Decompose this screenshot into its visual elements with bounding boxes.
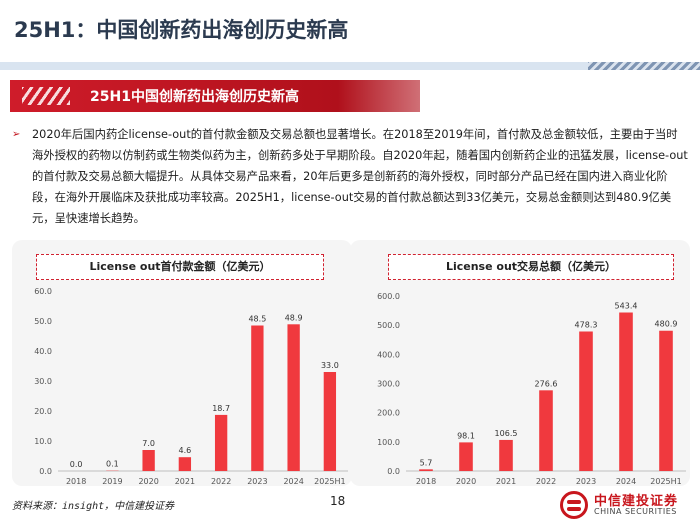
bar-value-label: 106.5 [495, 429, 518, 438]
bar-value-label: 48.5 [248, 315, 266, 324]
bar [251, 325, 264, 471]
y-tick-label: 20.0 [34, 407, 52, 416]
logo-mark-icon [560, 491, 588, 519]
x-tick-label: 2020 [456, 477, 476, 486]
page-number: 18 [330, 494, 346, 508]
source-note: 资料来源：insight，中信建投证券 [12, 501, 175, 512]
bullet-text: 2020年后国内药企license-out的首付款金额及交易总额也显著增长。在2… [32, 128, 688, 225]
bar-value-label: 18.7 [212, 404, 230, 413]
x-tick-label: 2021 [175, 477, 195, 486]
bullet-paragraph: ➢ 2020年后国内药企license-out的首付款金额及交易总额也显著增长。… [12, 124, 688, 229]
y-tick-label: 200.0 [377, 409, 400, 418]
x-tick-label: 2019 [102, 477, 122, 486]
bar [539, 390, 553, 471]
company-logo: 中信建投证券 CHINA SECURITIES [560, 490, 692, 520]
chart-title-total: License out交易总额（亿美元） [388, 254, 674, 280]
bar [579, 331, 593, 471]
bar [323, 372, 337, 471]
logo-chinese-name: 中信建投证券 [594, 494, 679, 509]
x-tick-label: 2022 [211, 477, 231, 486]
bar [659, 330, 673, 471]
bar-value-label: 33.0 [321, 361, 339, 370]
logo-english-name: CHINA SECURITIES [594, 507, 677, 516]
bar [214, 414, 228, 471]
bar [287, 324, 300, 471]
y-tick-label: 10.0 [34, 437, 52, 446]
title-stripe-decoration [588, 62, 700, 70]
x-tick-label: 2024 [616, 477, 636, 486]
y-tick-label: 400.0 [377, 350, 400, 359]
title-underline [0, 62, 588, 70]
y-tick-label: 60.0 [34, 287, 52, 296]
y-tick-label: 40.0 [34, 347, 52, 356]
bar-value-label: 98.1 [457, 431, 475, 440]
x-tick-label: 2018 [416, 477, 436, 486]
y-tick-label: 300.0 [377, 380, 400, 389]
arrow-bullet-icon: ➢ [12, 129, 21, 140]
bar [419, 469, 433, 471]
title-bar: 25H1：中国创新药出海创历史新高 [0, 0, 700, 62]
x-tick-label: 2023 [576, 477, 596, 486]
bar [178, 457, 192, 471]
section-banner-title: 25H1中国创新药出海创历史新高 [90, 89, 299, 105]
y-tick-label: 0.0 [39, 467, 52, 476]
x-tick-label: 2018 [66, 477, 86, 486]
chart-title-upfront: License out首付款金额（亿美元） [36, 254, 324, 280]
upfront-bar-chart: 0.0 10.0 20.0 30.0 40.0 50.0 60.0 0.0 2018 0.1 201… [34, 287, 348, 486]
chart-panel-upfront: License out首付款金额（亿美元） 0.0 10.0 20.0 30.0 40.… [12, 240, 352, 486]
bar-value-label: 0.0 [70, 460, 83, 469]
bar-value-label: 48.9 [285, 313, 303, 322]
y-tick-label: 30.0 [34, 377, 52, 386]
bar-value-label: 5.7 [420, 458, 433, 467]
bar-value-label: 4.6 [179, 446, 192, 455]
x-tick-label: 2022 [536, 477, 556, 486]
x-tick-label: 2024 [283, 477, 303, 486]
x-tick-label: 2020 [138, 477, 158, 486]
bar [499, 439, 513, 471]
x-tick-label: 2025H1 [650, 477, 681, 486]
x-tick-label: 2025H1 [314, 477, 345, 486]
bar-value-label: 276.6 [535, 379, 558, 388]
total-bar-chart: 0.0 100.0 200.0 300.0 400.0 500.0 600.0 5.7 2018… [377, 292, 686, 486]
bar [142, 450, 155, 471]
section-banner: 25H1中国创新药出海创历史新高 [10, 80, 420, 112]
bar-value-label: 478.3 [575, 320, 598, 329]
bar-value-label: 480.9 [655, 320, 678, 329]
x-tick-label: 2021 [496, 477, 516, 486]
y-tick-label: 500.0 [377, 321, 400, 330]
bar [459, 442, 473, 471]
y-tick-label: 0.0 [387, 467, 400, 476]
page-title: 25H1：中国创新药出海创历史新高 [14, 18, 349, 42]
x-tick-label: 2023 [247, 477, 267, 486]
y-tick-label: 100.0 [377, 438, 400, 447]
y-tick-label: 600.0 [377, 292, 400, 301]
bar-value-label: 0.1 [106, 460, 119, 469]
banner-stripe-decoration [22, 87, 70, 105]
bar-value-label: 543.4 [615, 302, 638, 311]
chart-panel-total: License out交易总额（亿美元） 0.0 100.0 200.0 300.0 4… [350, 240, 690, 486]
y-tick-label: 50.0 [34, 317, 52, 326]
bar-value-label: 7.0 [142, 439, 155, 448]
bar [619, 312, 633, 471]
